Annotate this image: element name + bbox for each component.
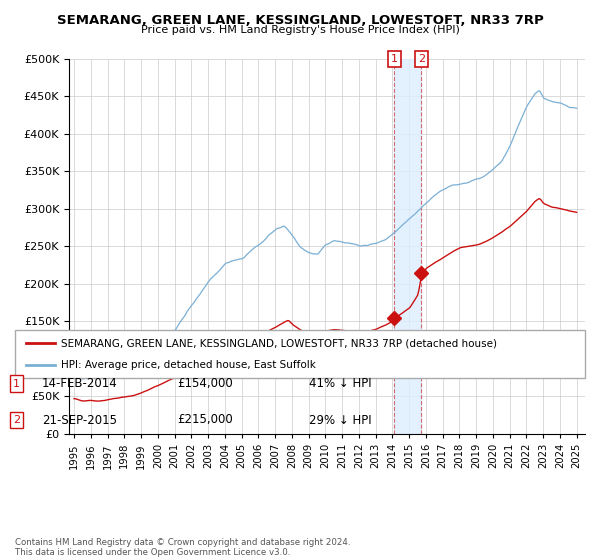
Text: SEMARANG, GREEN LANE, KESSINGLAND, LOWESTOFT, NR33 7RP (detached house): SEMARANG, GREEN LANE, KESSINGLAND, LOWES… [61,338,497,348]
Text: £215,000: £215,000 [177,413,233,427]
Text: Price paid vs. HM Land Registry's House Price Index (HPI): Price paid vs. HM Land Registry's House … [140,25,460,35]
Text: 41% ↓ HPI: 41% ↓ HPI [309,377,371,390]
Text: 14-FEB-2014: 14-FEB-2014 [42,377,118,390]
Text: 1: 1 [391,54,398,64]
Text: 2: 2 [418,54,425,64]
Text: 21-SEP-2015: 21-SEP-2015 [42,413,117,427]
Text: £154,000: £154,000 [177,377,233,390]
Text: 29% ↓ HPI: 29% ↓ HPI [309,413,371,427]
Bar [394,59,421,434]
Text: HPI: Average price, detached house, East Suffolk: HPI: Average price, detached house, East… [61,360,316,370]
FancyBboxPatch shape [15,330,585,378]
Text: Contains HM Land Registry data © Crown copyright and database right 2024.
This d: Contains HM Land Registry data © Crown c… [15,538,350,557]
Text: SEMARANG, GREEN LANE, KESSINGLAND, LOWESTOFT, NR33 7RP: SEMARANG, GREEN LANE, KESSINGLAND, LOWES… [56,14,544,27]
Text: 1: 1 [13,379,20,389]
Text: 2: 2 [13,415,20,425]
